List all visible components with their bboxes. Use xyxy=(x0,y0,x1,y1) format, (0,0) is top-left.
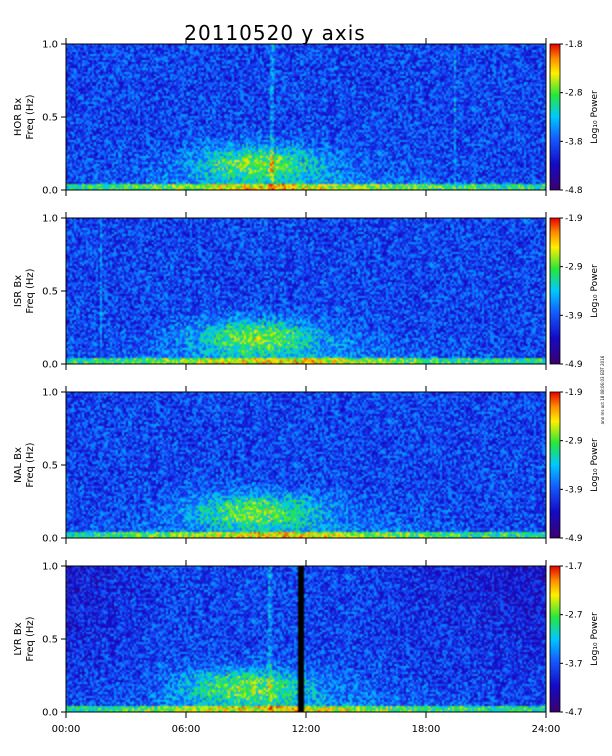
spectrogram-panel-4 xyxy=(66,566,546,712)
colorbar-label: Log₁₀ Power xyxy=(590,90,600,144)
spectrogram-panel-1 xyxy=(66,44,546,190)
colorbar-label: Log₁₀ Power xyxy=(590,438,600,492)
colorbar-3 xyxy=(549,391,561,539)
y-tick-label: 0.5 xyxy=(42,635,58,646)
y-tick-label: 0.0 xyxy=(42,186,58,197)
y-tick-label: 0.0 xyxy=(42,708,58,719)
y-axis-freq-label: Freq (Hz) xyxy=(25,616,36,661)
colorbar-tick-label: -2.9 xyxy=(565,263,583,273)
colorbar-tick-label: -3.7 xyxy=(565,659,583,669)
colorbar-tick-label: -1.7 xyxy=(565,562,583,572)
y-tick-label: 1.0 xyxy=(42,562,58,573)
colorbar-1 xyxy=(549,43,561,191)
colorbar-tick-label: -2.8 xyxy=(565,89,583,99)
colorbar-tick-label: -4.7 xyxy=(565,708,583,718)
colorbar-tick-label: -1.8 xyxy=(565,40,583,50)
y-axis-freq-label: Freq (Hz) xyxy=(25,94,36,139)
generation-stamp: ann ms oct 18 08:06:03 EDT 2016 xyxy=(600,355,605,424)
colorbar-tick-label: -4.9 xyxy=(565,360,583,370)
colorbar-tick-label: -2.9 xyxy=(565,437,583,447)
colorbar-label: Log₁₀ Power xyxy=(590,264,600,318)
y-axis-station-label: LYR Bx xyxy=(13,622,24,655)
figure-title: 20110520 y axis xyxy=(184,21,365,45)
spectrogram-panel-3 xyxy=(66,392,546,538)
y-axis-freq-label: Freq (Hz) xyxy=(25,442,36,487)
y-tick-label: 1.0 xyxy=(42,40,58,51)
x-tick-label: 18:00 xyxy=(412,724,441,735)
y-tick-label: 0.0 xyxy=(42,534,58,545)
x-tick-label: 24:00 xyxy=(532,724,561,735)
y-tick-label: 1.0 xyxy=(42,214,58,225)
colorbar-label: Log₁₀ Power xyxy=(590,612,600,666)
colorbar-tick-label: -3.8 xyxy=(565,137,583,147)
colorbar-4 xyxy=(549,565,561,713)
x-tick-label: 00:00 xyxy=(52,724,81,735)
colorbar-tick-label: -3.9 xyxy=(565,485,583,495)
colorbar-tick-label: -1.9 xyxy=(565,388,583,398)
colorbar-tick-label: -2.7 xyxy=(565,611,583,621)
colorbar-tick-label: -4.9 xyxy=(565,534,583,544)
y-axis-station-label: ISR Bx xyxy=(13,275,24,307)
y-tick-label: 0.5 xyxy=(42,113,58,124)
y-axis-station-label: HOR Bx xyxy=(13,98,24,136)
spectrogram-panel-2 xyxy=(66,218,546,364)
y-tick-label: 1.0 xyxy=(42,388,58,399)
colorbar-tick-label: -4.8 xyxy=(565,186,583,196)
y-axis-freq-label: Freq (Hz) xyxy=(25,268,36,313)
y-tick-label: 0.5 xyxy=(42,287,58,298)
x-tick-label: 12:00 xyxy=(292,724,321,735)
y-tick-label: 0.0 xyxy=(42,360,58,371)
colorbar-2 xyxy=(549,217,561,365)
x-tick-label: 06:00 xyxy=(172,724,201,735)
colorbar-tick-label: -1.9 xyxy=(565,214,583,224)
colorbar-tick-label: -3.9 xyxy=(565,311,583,321)
y-axis-station-label: NAL Bx xyxy=(13,447,24,483)
y-tick-label: 0.5 xyxy=(42,461,58,472)
